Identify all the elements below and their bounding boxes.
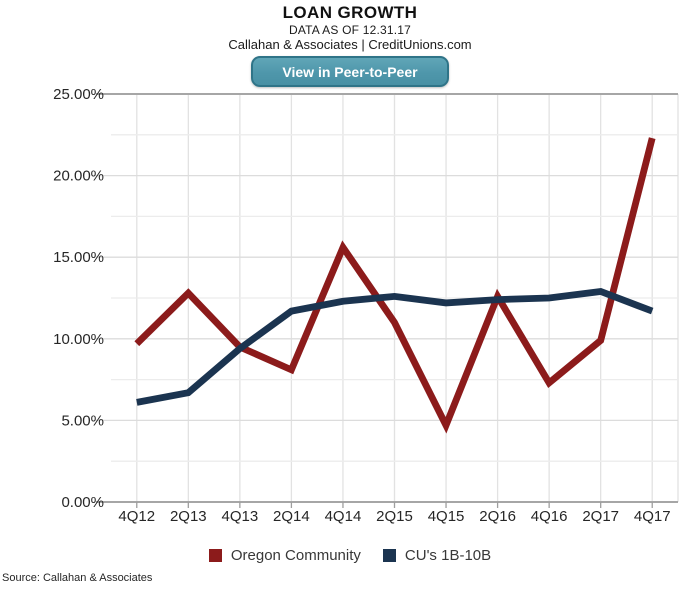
legend-item-1: CU's 1B-10B: [382, 547, 492, 564]
legend-swatch-0: [208, 549, 222, 562]
chart-byline: Callahan & Associates | CreditUnions.com: [228, 37, 472, 52]
y-axis-label: 15.00%: [53, 249, 104, 266]
legend-label-1: CU's 1B-10B: [404, 547, 492, 564]
x-axis-label: 4Q15: [428, 508, 465, 525]
x-axis-label: 4Q12: [118, 508, 155, 525]
chart-title: LOAN GROWTH: [282, 3, 418, 22]
x-axis-label: 4Q13: [222, 508, 259, 525]
y-axis-label: 0.00%: [61, 494, 104, 511]
view-in-peer-to-peer-button[interactable]: View in Peer-to-Peer: [251, 56, 449, 87]
source-note: Source: Callahan & Associates: [2, 572, 153, 584]
series-line-1: [136, 288, 654, 406]
y-axis-label: 5.00%: [61, 412, 104, 429]
x-axis-label: 4Q16: [531, 508, 568, 525]
x-axis-label: 2Q15: [376, 508, 413, 525]
legend-swatch-1: [382, 549, 396, 562]
x-axis-label: 2Q16: [479, 508, 516, 525]
x-axis-label: 2Q17: [582, 508, 619, 525]
legend-item-0: Oregon Community: [208, 547, 361, 564]
y-axis-label: 20.00%: [53, 168, 104, 185]
series-line-0: [134, 137, 656, 434]
x-axis-label: 4Q17: [634, 508, 671, 525]
y-axis-label: 25.00%: [53, 86, 104, 103]
loan-growth-line-chart: 0.00% 5.00% 10.00% 15.00% 20.00% 25.00% 4Q12 2Q…: [53, 86, 679, 525]
x-axis-label: 2Q13: [170, 508, 207, 525]
x-axis-label: 2Q14: [273, 508, 310, 525]
chart-legend: Oregon Community CU's 1B-10B: [0, 547, 700, 564]
y-axis-label: 10.00%: [53, 331, 104, 348]
legend-label-0: Oregon Community: [230, 547, 361, 564]
chart-subtitle: DATA AS OF 12.31.17: [288, 23, 412, 37]
x-axis-label: 4Q14: [325, 508, 362, 525]
